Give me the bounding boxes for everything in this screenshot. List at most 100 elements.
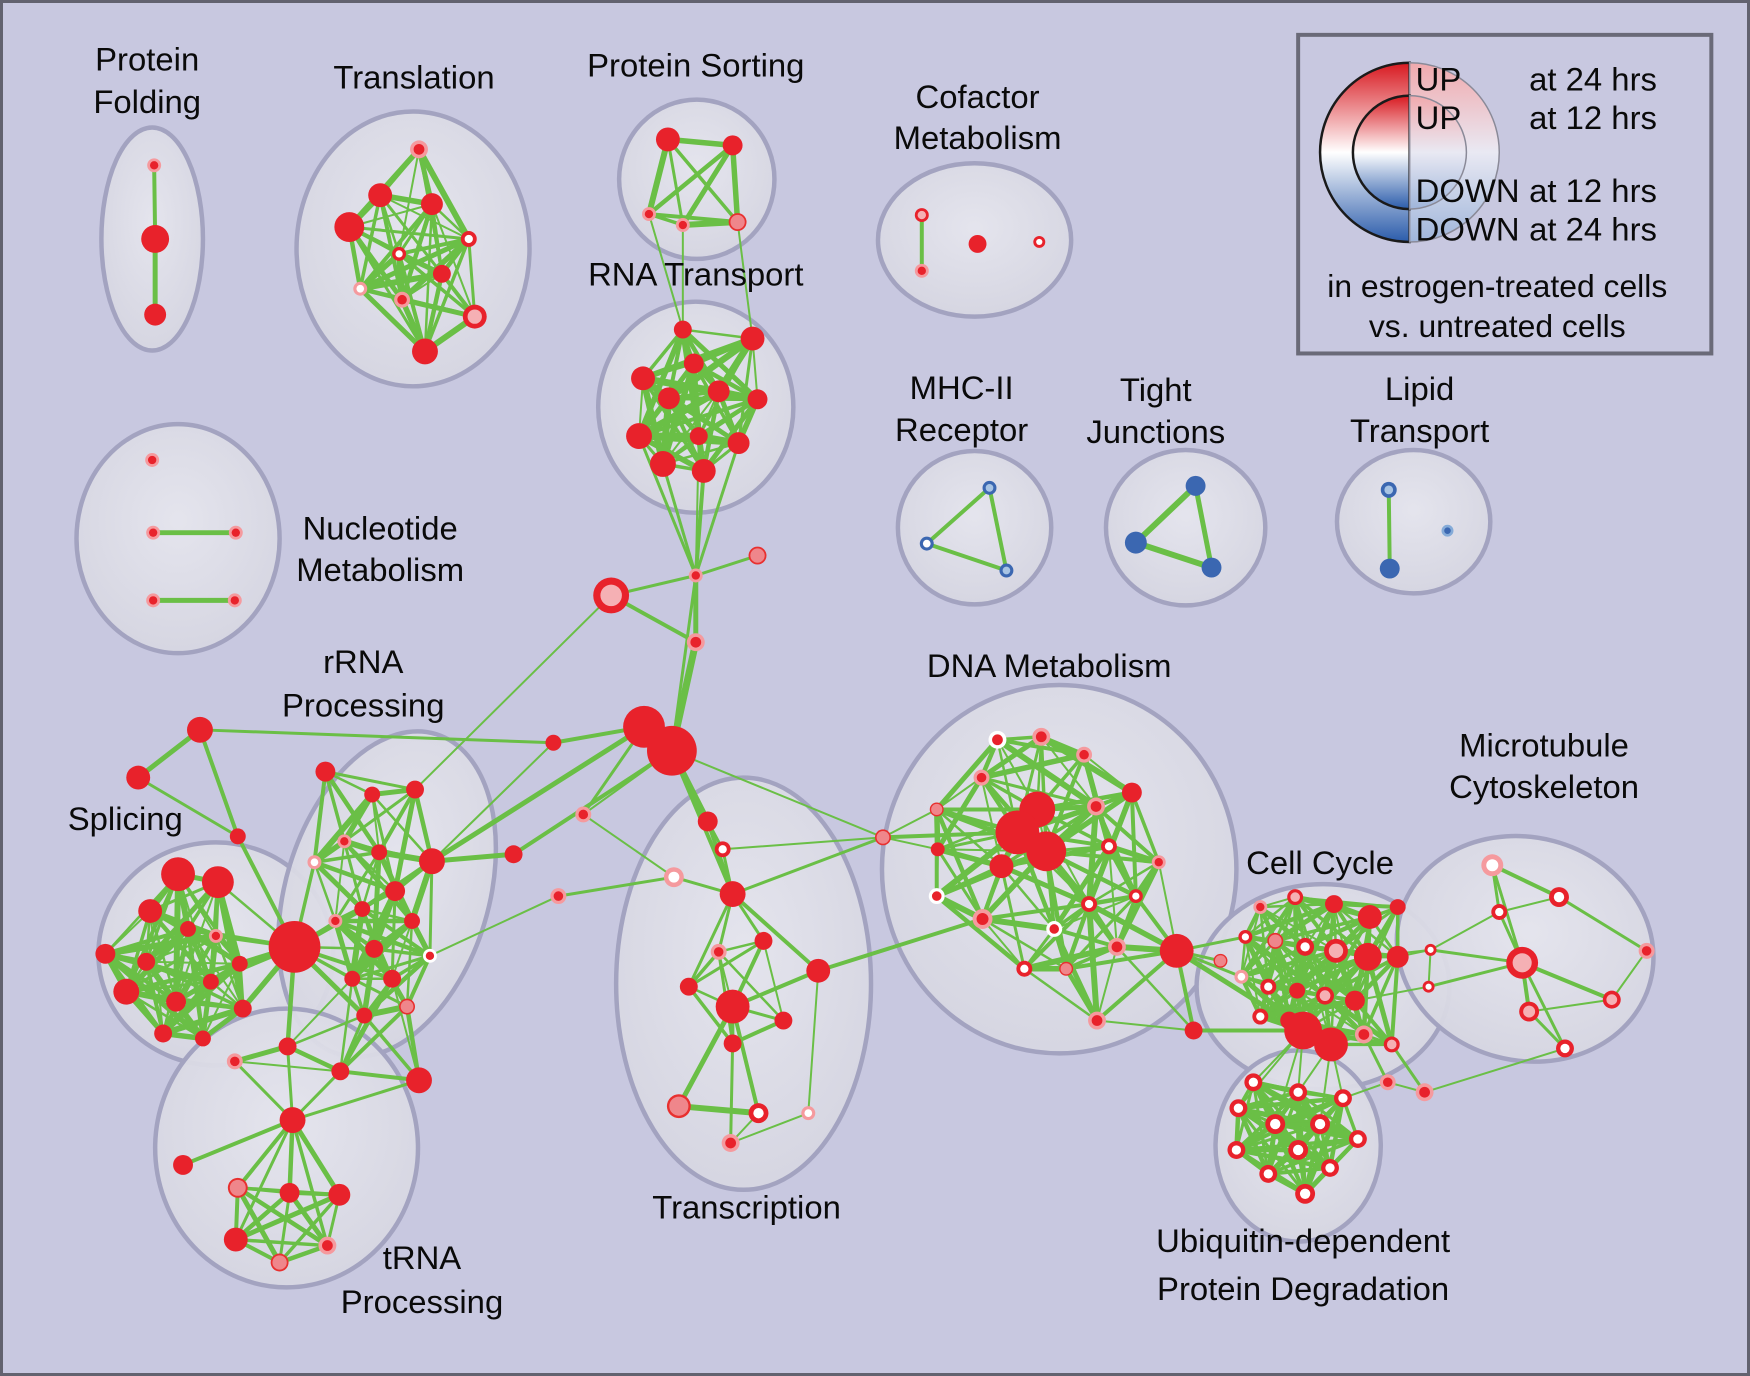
node-cc4 — [1357, 905, 1382, 929]
node-cc11 — [1386, 945, 1409, 968]
node-cc7 — [1267, 932, 1284, 949]
node-cc15 — [1316, 986, 1334, 1005]
network-edge — [1096, 1019, 1195, 1032]
network-edge — [1132, 482, 1199, 546]
network-edge — [730, 1004, 761, 1116]
network-edge — [392, 787, 418, 894]
network-edge — [136, 776, 240, 838]
network-edge — [1362, 955, 1400, 1037]
cluster-lipid-transport-label-0: Lipid — [1385, 370, 1454, 407]
node-ps4 — [675, 218, 690, 232]
network-edge — [1273, 915, 1372, 943]
node-mt5 — [1506, 946, 1539, 979]
node-cc8 — [1296, 937, 1315, 956]
node-d19 — [1081, 896, 1098, 913]
network-edge — [405, 919, 414, 1008]
cluster-ubiquitin-degradation-label-1: Protein Degradation — [1157, 1270, 1449, 1307]
network-edge — [334, 840, 346, 922]
cluster-protein-sorting-label-0: Protein Sorting — [587, 46, 804, 83]
network-edge — [1115, 945, 1195, 1032]
cluster-transcription-label-0: Transcription — [652, 1188, 841, 1225]
node-d3 — [1076, 746, 1093, 763]
node-t11 — [412, 338, 438, 365]
network-edge — [102, 932, 219, 957]
node-tn6 — [223, 1227, 248, 1252]
network-edge — [323, 770, 417, 792]
node-tx5 — [719, 881, 746, 908]
node-d21 — [1016, 960, 1033, 977]
cluster-protein-sorting-ellipse — [616, 97, 777, 262]
network-edge — [1022, 927, 1056, 971]
node-rr10 — [404, 913, 420, 929]
node-sl7 — [137, 952, 156, 971]
network-edge — [215, 879, 246, 1012]
network-edge — [399, 297, 478, 320]
cluster-protein-folding-label-1: Folding — [93, 83, 201, 120]
network-edge — [1323, 954, 1400, 998]
network-edge — [934, 737, 1000, 812]
node-mt2 — [1549, 887, 1569, 908]
network-edge — [235, 1118, 295, 1190]
network-edge — [277, 1193, 342, 1265]
network-edge — [1129, 790, 1138, 899]
node-sl1 — [161, 857, 195, 892]
node-cf4 — [1033, 235, 1046, 248]
cluster-splicing-label-0: Splicing — [68, 800, 183, 837]
node-t2 — [368, 183, 393, 208]
node-sl6 — [95, 943, 116, 964]
network-edge — [357, 286, 428, 354]
legend-inner-circle-faded-half — [1408, 94, 1468, 210]
node-rr1 — [315, 761, 336, 782]
node-rt11 — [649, 451, 676, 477]
network-edge — [637, 397, 760, 439]
network-edge — [934, 807, 985, 922]
node-rt3 — [683, 353, 704, 374]
network-edge — [1132, 539, 1215, 571]
node-sl9 — [113, 978, 140, 1005]
node-mh1 — [982, 480, 997, 495]
cluster-protein-folding-label-0: Protein — [95, 40, 199, 77]
node-d12 — [875, 829, 891, 846]
node-d23 — [1107, 937, 1126, 956]
node-cc23 — [1213, 953, 1228, 968]
cluster-nucleotide-metabolism-label-0: Nucleotide — [303, 509, 458, 546]
cluster-trna-processing-ellipse — [152, 1006, 421, 1290]
node-rt2 — [740, 326, 765, 351]
network-edge — [286, 1014, 366, 1048]
network-edge — [1021, 943, 1120, 972]
node-ps5 — [728, 213, 747, 232]
network-edge — [1610, 949, 1648, 1001]
node-hub — [268, 920, 321, 973]
network-edge — [999, 864, 1026, 971]
cluster-nucleotide-metabolism-ellipse — [74, 421, 282, 656]
legend-inner-circle-saturated-half — [1351, 94, 1411, 211]
legend-time-1: at 12 hrs — [1529, 99, 1657, 136]
network-edge — [680, 142, 736, 228]
node-pf2 — [141, 225, 170, 253]
node-rr21 — [406, 1067, 432, 1094]
node-ps3 — [642, 207, 656, 222]
node-tn8 — [270, 1253, 289, 1272]
cluster-tight-junctions-label-1: Junctions — [1086, 413, 1225, 450]
node-sl11 — [202, 973, 219, 990]
node-tx13 — [666, 1094, 691, 1119]
network-edge — [816, 916, 985, 973]
network-edge — [1239, 945, 1307, 979]
node-ub7 — [1348, 1130, 1367, 1148]
node-rr15 — [383, 969, 402, 988]
cluster-rna-transport-label-0: RNA Transport — [588, 255, 803, 292]
network-edge — [342, 788, 417, 843]
node-mtb2 — [1415, 1083, 1434, 1102]
network-edge — [807, 969, 820, 1115]
network-edge — [1386, 487, 1392, 571]
node-tx3 — [663, 867, 684, 888]
node-mt6 — [1422, 980, 1435, 993]
node-mt8 — [1519, 1001, 1540, 1022]
network-edge — [333, 850, 381, 923]
network-edge — [1490, 863, 1524, 965]
network-edge — [987, 485, 1009, 573]
node-t10 — [462, 304, 487, 329]
node-rr12 — [365, 939, 384, 958]
node-mt10 — [1556, 1039, 1574, 1058]
node-rt8 — [626, 423, 652, 450]
